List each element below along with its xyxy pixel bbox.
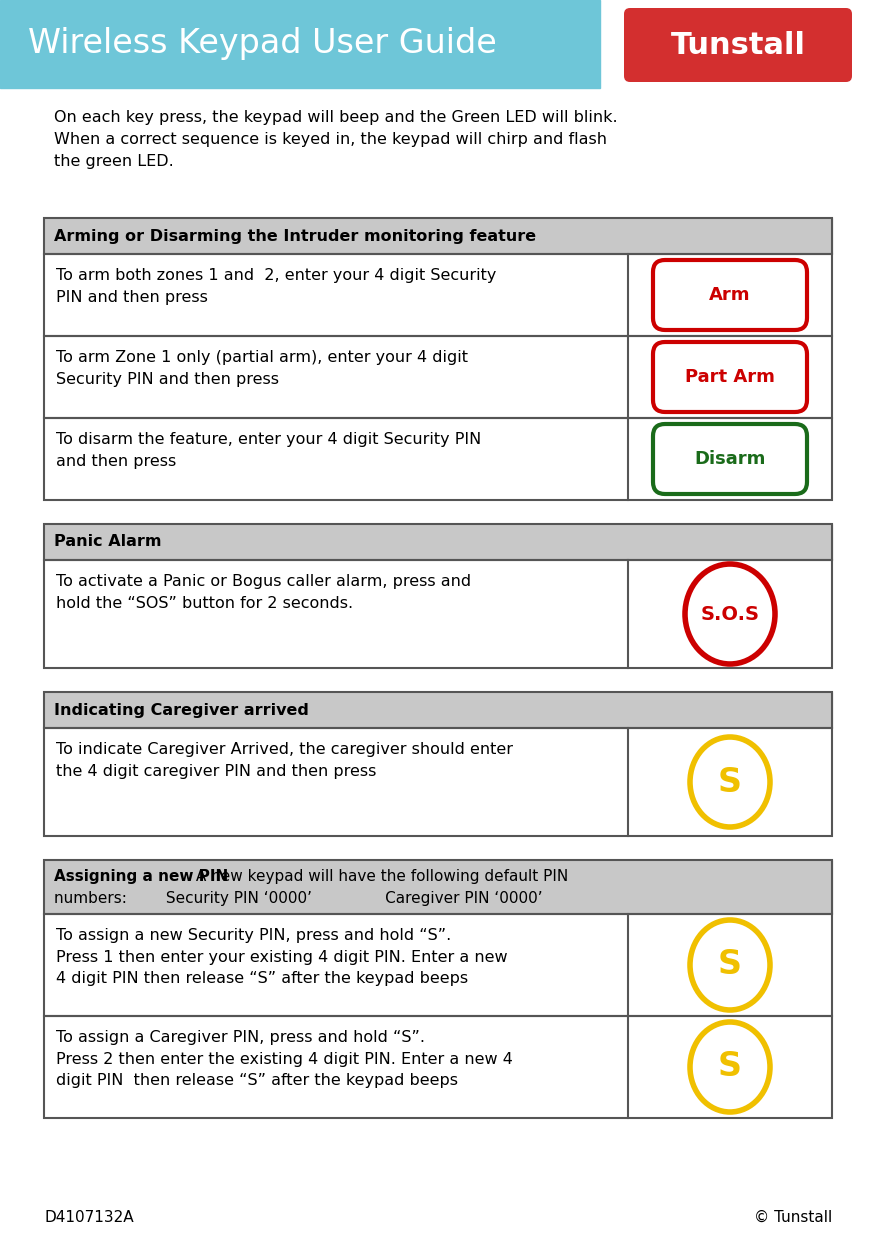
Text: To disarm the feature, enter your 4 digit Security PIN
and then press: To disarm the feature, enter your 4 digi… bbox=[56, 432, 481, 469]
Text: Arming or Disarming the Intruder monitoring feature: Arming or Disarming the Intruder monitor… bbox=[54, 228, 536, 243]
Bar bbox=[44, 692, 832, 728]
Text: Indicating Caregiver arrived: Indicating Caregiver arrived bbox=[54, 703, 309, 718]
Bar bbox=[44, 914, 832, 1016]
Text: numbers:        Security PIN ‘0000’               Caregiver PIN ‘0000’: numbers: Security PIN ‘0000’ Caregiver P… bbox=[54, 892, 542, 906]
Bar bbox=[44, 218, 832, 254]
Text: To assign a Caregiver PIN, press and hold “S”.
Press 2 then enter the existing 4: To assign a Caregiver PIN, press and hol… bbox=[56, 1030, 512, 1089]
Bar bbox=[44, 692, 832, 728]
Bar bbox=[44, 254, 832, 336]
Bar bbox=[44, 728, 832, 836]
Text: Tunstall: Tunstall bbox=[670, 31, 806, 60]
Text: S: S bbox=[718, 765, 742, 799]
Text: Assigning a new PIN: Assigning a new PIN bbox=[54, 869, 229, 884]
Text: On each key press, the keypad will beep and the Green LED will blink.
When a cor: On each key press, the keypad will beep … bbox=[54, 110, 618, 170]
Bar bbox=[44, 336, 832, 418]
Bar bbox=[44, 560, 832, 668]
Text: Part Arm: Part Arm bbox=[685, 368, 775, 386]
Ellipse shape bbox=[690, 737, 770, 827]
Ellipse shape bbox=[685, 564, 775, 663]
FancyBboxPatch shape bbox=[653, 424, 807, 494]
Text: To activate a Panic or Bogus caller alarm, press and
hold the “SOS” button for 2: To activate a Panic or Bogus caller alar… bbox=[56, 574, 471, 610]
Bar bbox=[44, 861, 832, 914]
Text: To arm Zone 1 only (partial arm), enter your 4 digit
Security PIN and then press: To arm Zone 1 only (partial arm), enter … bbox=[56, 350, 468, 387]
Text: Wireless Keypad User Guide: Wireless Keypad User Guide bbox=[28, 27, 497, 61]
Bar bbox=[44, 728, 832, 836]
FancyBboxPatch shape bbox=[653, 260, 807, 330]
Text: To arm both zones 1 and  2, enter your 4 digit Security
PIN and then press: To arm both zones 1 and 2, enter your 4 … bbox=[56, 268, 497, 305]
Bar bbox=[44, 418, 832, 500]
Bar bbox=[44, 218, 832, 254]
Ellipse shape bbox=[690, 920, 770, 1011]
Text: S: S bbox=[718, 949, 742, 982]
Ellipse shape bbox=[690, 1022, 770, 1112]
Bar bbox=[44, 525, 832, 560]
Bar bbox=[44, 254, 832, 336]
Text: D4107132A: D4107132A bbox=[44, 1210, 134, 1225]
Bar bbox=[44, 861, 832, 914]
Text: A new keypad will have the following default PIN: A new keypad will have the following def… bbox=[191, 869, 568, 884]
Bar bbox=[44, 336, 832, 418]
Text: To assign a new Security PIN, press and hold “S”.
Press 1 then enter your existi: To assign a new Security PIN, press and … bbox=[56, 928, 507, 986]
Text: S.O.S: S.O.S bbox=[701, 605, 759, 624]
Text: Arm: Arm bbox=[710, 286, 751, 304]
Bar bbox=[44, 525, 832, 560]
Text: To indicate Caregiver Arrived, the caregiver should enter
the 4 digit caregiver : To indicate Caregiver Arrived, the careg… bbox=[56, 742, 513, 779]
Text: Disarm: Disarm bbox=[695, 450, 766, 467]
Bar bbox=[0, 0, 600, 88]
FancyBboxPatch shape bbox=[653, 342, 807, 412]
Bar bbox=[44, 914, 832, 1016]
FancyBboxPatch shape bbox=[624, 7, 852, 82]
Bar bbox=[44, 560, 832, 668]
Text: Panic Alarm: Panic Alarm bbox=[54, 534, 161, 549]
Text: S: S bbox=[718, 1050, 742, 1084]
Bar bbox=[44, 418, 832, 500]
Bar bbox=[44, 1016, 832, 1118]
Bar bbox=[44, 1016, 832, 1118]
Text: © Tunstall: © Tunstall bbox=[753, 1210, 832, 1225]
